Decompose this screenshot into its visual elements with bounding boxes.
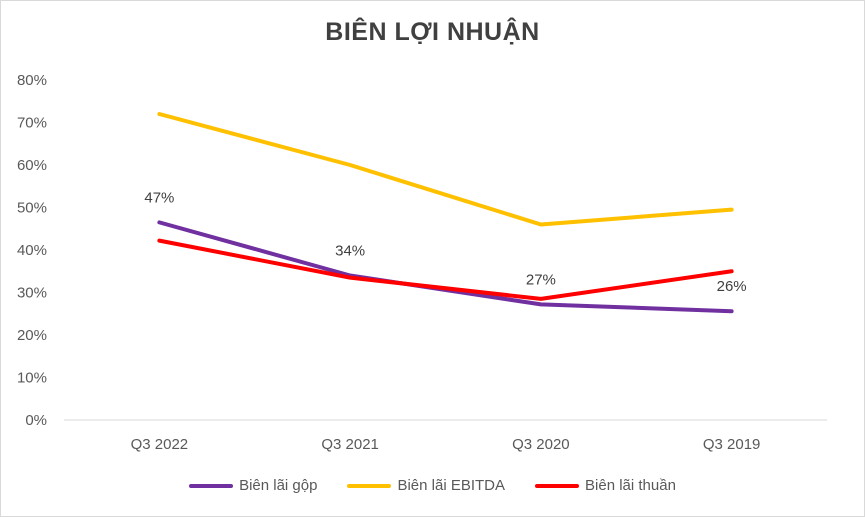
legend-item-ebitda: Biên lãi EBITDA: [347, 477, 505, 494]
legend-swatch-ebitda: [347, 483, 392, 488]
chart-title: BIÊN LỢI NHUẬN: [325, 18, 540, 46]
y-tick-label: 30%: [17, 285, 47, 302]
data-label: 26%: [717, 278, 747, 295]
y-tick-label: 70%: [17, 115, 47, 132]
x-tick-label: Q3 2021: [321, 436, 379, 453]
legend-swatch-gross: [189, 483, 234, 488]
data-label: 34%: [335, 243, 365, 260]
legend-label-ebitda: Biên lãi EBITDA: [397, 477, 506, 494]
y-tick-label: 0%: [25, 412, 47, 429]
y-tick-label: 50%: [17, 200, 47, 217]
x-tick-label: Q3 2022: [131, 436, 189, 453]
y-tick-label: 40%: [17, 242, 47, 259]
x-tick-label: Q3 2020: [512, 436, 570, 453]
y-tick-label: 20%: [17, 327, 47, 344]
data-label: 27%: [526, 271, 556, 288]
y-tick-label: 80%: [17, 72, 47, 89]
y-tick-label: 10%: [17, 370, 47, 387]
x-tick-label: Q3 2019: [703, 436, 761, 453]
legend-item-gross: Biên lãi gộp: [189, 477, 317, 494]
y-tick-label: 60%: [17, 157, 47, 174]
series-line-net: [157, 238, 734, 301]
series-line-gross: [157, 220, 734, 314]
legend: Biên lãi gộp Biên lãi EBITDA Biên lãi th…: [0, 477, 865, 494]
data-label: 47%: [144, 189, 174, 206]
legend-label-gross: Biên lãi gộp: [239, 477, 318, 494]
legend-item-net: Biên lãi thuần: [535, 477, 676, 494]
legend-label-net: Biên lãi thuần: [585, 477, 676, 494]
legend-swatch-net: [535, 483, 580, 488]
series-line-ebitda: [157, 112, 734, 227]
